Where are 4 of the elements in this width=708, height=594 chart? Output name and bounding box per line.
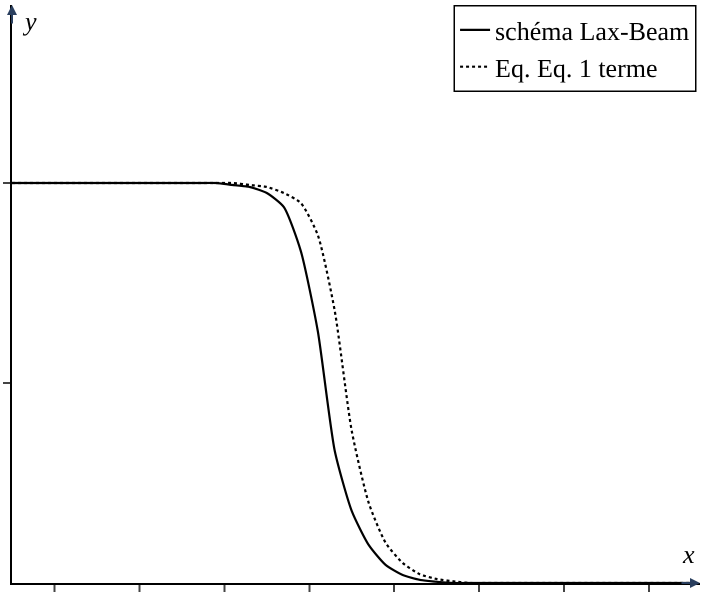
text: y xyxy=(22,7,37,36)
legend-label: schéma Lax-Beam xyxy=(495,17,690,46)
x-axis-title: x xyxy=(682,540,695,569)
legend-label: Eq. Eq. 1 terme xyxy=(495,54,658,83)
